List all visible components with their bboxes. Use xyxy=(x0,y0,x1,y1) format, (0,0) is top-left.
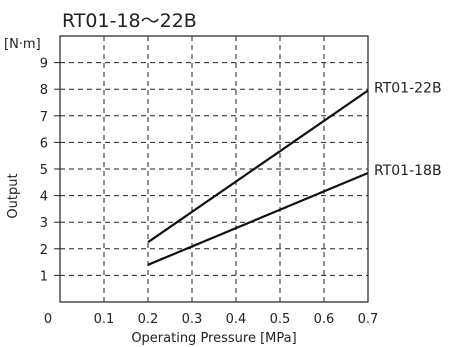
y-tick-label-4: 5 xyxy=(40,163,48,178)
x-tick-label-0: 0 xyxy=(44,312,52,327)
x-axis-label: Operating Pressure [MPa] xyxy=(131,331,296,346)
y-tick-label-3: 4 xyxy=(40,190,48,205)
x-tick-label-1: 0.1 xyxy=(94,312,115,327)
y-tick-label-8: 9 xyxy=(40,57,48,72)
grid xyxy=(60,36,368,302)
series-line-1 xyxy=(147,171,369,266)
x-tick-label-3: 0.3 xyxy=(182,312,203,327)
y-axis-unit: [N·m] xyxy=(4,37,41,52)
chart-title: RT01-18〜22B xyxy=(62,10,197,32)
y-tick-label-1: 2 xyxy=(40,243,48,258)
y-axis-label: Output xyxy=(6,173,21,218)
axis-ticks: 1 2 3 4 5 6 7 8 9 0 0.1 0.2 0.3 0.4 0.5 0.6 0.7 xyxy=(40,57,379,327)
x-tick-label-2: 0.2 xyxy=(138,312,159,327)
x-tick-label-6: 0.6 xyxy=(314,312,335,327)
x-tick-label-5: 0.5 xyxy=(270,312,291,327)
y-tick-label-7: 8 xyxy=(40,83,48,98)
x-tick-label-4: 0.4 xyxy=(226,312,247,327)
series-label-0: RT01-22B xyxy=(374,81,442,97)
series-label-1: RT01-18B xyxy=(374,163,442,179)
y-tick-label-2: 3 xyxy=(40,216,48,231)
y-tick-label-5: 6 xyxy=(40,136,48,151)
y-tick-label-0: 1 xyxy=(40,269,48,284)
series-line-0 xyxy=(147,89,369,244)
x-tick-label-7: 0.7 xyxy=(358,312,379,327)
y-tick-label-6: 7 xyxy=(40,110,48,125)
series-layer: RT01-22B RT01-18B xyxy=(147,81,442,266)
